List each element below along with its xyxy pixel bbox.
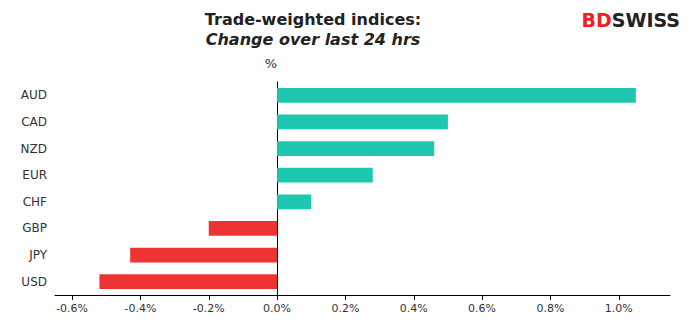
svg-text:EUR: EUR — [22, 168, 47, 182]
svg-text:-0.6%: -0.6% — [56, 302, 88, 315]
svg-text:1.0%: 1.0% — [605, 302, 633, 315]
svg-text:SWISS: SWISS — [612, 9, 680, 31]
svg-text:0.8%: 0.8% — [536, 302, 564, 315]
svg-text:NZD: NZD — [21, 142, 47, 156]
svg-text:Trade-weighted indices:: Trade-weighted indices: — [205, 10, 421, 29]
svg-text:0.4%: 0.4% — [400, 302, 428, 315]
svg-text:-0.2%: -0.2% — [193, 302, 225, 315]
svg-text:CHF: CHF — [23, 195, 47, 209]
svg-text:-0.4%: -0.4% — [124, 302, 156, 315]
svg-text:GBP: GBP — [22, 221, 47, 235]
svg-text:AUD: AUD — [21, 88, 47, 102]
svg-text:0.6%: 0.6% — [468, 302, 496, 315]
svg-text:0.0%: 0.0% — [263, 302, 291, 315]
svg-text:0.2%: 0.2% — [331, 302, 359, 315]
svg-text:JPY: JPY — [28, 248, 48, 262]
svg-text:Change over last 24 hrs: Change over last 24 hrs — [206, 30, 421, 49]
svg-text:%: % — [265, 56, 277, 71]
svg-text:BD: BD — [582, 9, 612, 31]
svg-text:USD: USD — [21, 275, 47, 289]
svg-text:CAD: CAD — [21, 115, 47, 129]
